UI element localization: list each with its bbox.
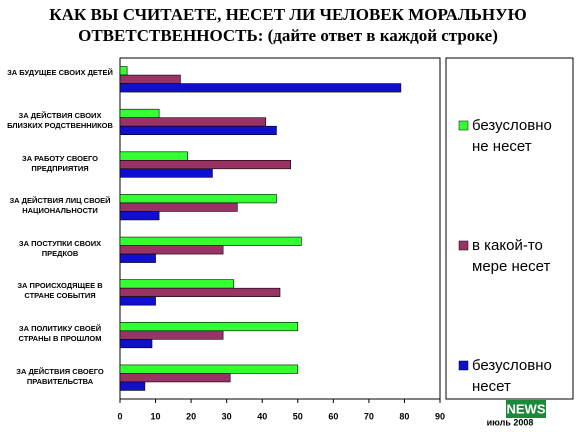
bar [119, 194, 277, 204]
bar [119, 66, 128, 76]
category-label: ЗА ДЕЙСТВИЯ СВОЕГО ПРАВИТЕЛЬСТВА [16, 366, 104, 386]
bar [119, 236, 302, 246]
plot-frame [119, 57, 441, 400]
bar [119, 322, 299, 332]
x-tick-label: 50 [293, 411, 303, 421]
bar [119, 151, 188, 161]
x-tick-label: 40 [257, 411, 267, 421]
logo: NEWS [507, 401, 546, 416]
legend-label: в какой-то мере несет [472, 237, 551, 275]
bar [119, 339, 153, 349]
category-label: ЗА ПРОИСХОДЯЩЕЕ В СТРАНЕ СОБЫТИЯ [17, 281, 103, 301]
legend-label: безусловно не несет [472, 117, 552, 155]
bar [119, 125, 277, 135]
bar [119, 287, 281, 297]
category-label: ЗА БУДУЩЕЕ СВОИХ ДЕТЕЙ [7, 68, 113, 78]
bar [119, 279, 235, 289]
chart-subtitle: (дайте ответ в каждой строке) [267, 26, 498, 45]
x-tick-label: 70 [364, 411, 374, 421]
bar [119, 373, 231, 383]
x-tick-label: 90 [435, 411, 445, 421]
x-tick-label: 20 [186, 411, 196, 421]
bar [119, 160, 291, 170]
legend-frame [445, 57, 574, 400]
category-label: ЗА РАБОТУ СВОЕГО ПРЕДПРИЯТИЯ [22, 153, 98, 173]
bar [119, 296, 156, 306]
legend-label: безусловно несет [472, 357, 552, 395]
bar [119, 108, 160, 118]
category-label: ЗА ПОСТУПКИ СВОИХ ПРЕДКОВ [18, 238, 102, 258]
category-label: ЗА ДЕЙСТВИЯ ЛИЦ СВОЕЙ НАЦИОНАЛЬНОСТИ [9, 196, 111, 216]
bar [119, 202, 238, 212]
bar [119, 381, 146, 391]
legend-swatch [458, 360, 469, 371]
bar [119, 245, 224, 255]
bar [119, 364, 299, 374]
x-tick-label: 30 [222, 411, 232, 421]
note: июль 2008 [487, 417, 534, 427]
legend-swatch [458, 120, 469, 131]
bar [119, 74, 181, 84]
x-tick-label: 0 [117, 411, 122, 421]
legend-swatch [458, 240, 469, 251]
bar [119, 83, 402, 93]
bar [119, 330, 224, 340]
bar [119, 253, 156, 263]
bar [119, 211, 160, 221]
category-label: ЗА ПОЛИТИКУ СВОЕЙ СТРАНЫ В ПРОШЛОМ [18, 324, 102, 344]
bar [119, 117, 267, 127]
category-label: ЗА ДЕЙСТВИЯ СВОИХ БЛИЗКИХ РОДСТВЕННИКОВ [7, 110, 113, 130]
x-tick-label: 10 [151, 411, 161, 421]
title-block: КАК ВЫ СЧИТАЕТЕ, НЕСЕТ ЛИ ЧЕЛОВЕК МОРАЛЬ… [0, 4, 576, 46]
bar [119, 168, 213, 178]
x-tick-label: 60 [328, 411, 338, 421]
chart-title: КАК ВЫ СЧИТАЕТЕ, НЕСЕТ ЛИ ЧЕЛОВЕК МОРАЛЬ… [49, 5, 527, 45]
x-tick-label: 80 [399, 411, 409, 421]
logo-box [506, 400, 546, 418]
